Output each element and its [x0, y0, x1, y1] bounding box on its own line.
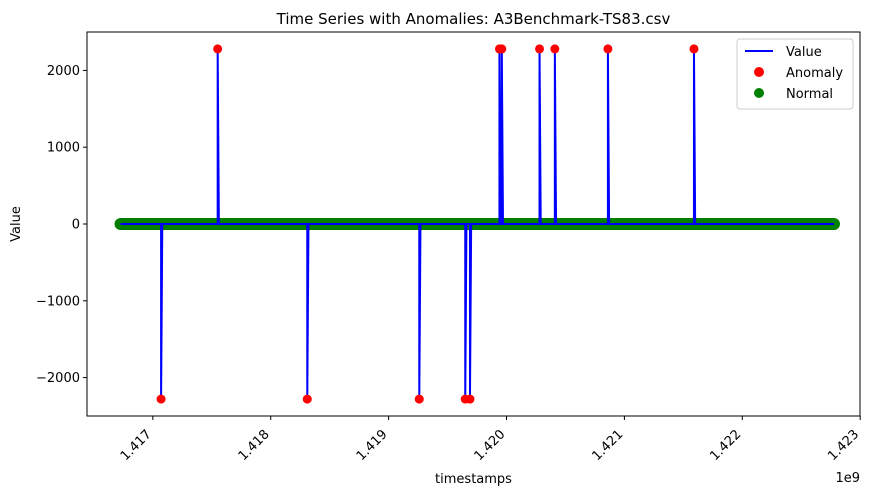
x-axis-label: timestamps [435, 472, 512, 487]
legend-label: Anomaly [786, 66, 843, 81]
x-tick-label: 1.420 [472, 427, 509, 464]
x-tick-label: 1.419 [354, 427, 391, 464]
anomaly-point [535, 44, 545, 54]
x-tick-label: 1.422 [707, 427, 744, 464]
y-tick-label: −2000 [36, 371, 80, 386]
legend-label: Normal [786, 87, 833, 102]
y-tick-label: 1000 [47, 141, 80, 156]
anomaly-point [156, 394, 166, 404]
y-axis-label: Value [9, 206, 24, 242]
y-tick-label: 0 [72, 218, 80, 233]
anomaly-point [550, 44, 560, 54]
anomaly-point [603, 44, 613, 54]
anomaly-point [497, 44, 507, 54]
chart-title: Time Series with Anomalies: A3Benchmark-… [276, 10, 671, 28]
x-tick-label: 1.418 [236, 427, 273, 464]
y-tick-label: −1000 [36, 294, 80, 309]
legend-dot-swatch [754, 67, 764, 77]
legend: Value Anomaly Normal [736, 38, 854, 110]
legend-frame [736, 38, 854, 110]
anomaly-point [302, 394, 312, 404]
x-tick-label: 1.421 [589, 427, 626, 464]
plot-area-frame [86, 31, 861, 417]
legend-label: Value [786, 45, 822, 60]
y-tick-label: 2000 [47, 64, 80, 79]
anomaly-point [689, 44, 699, 54]
x-tick-label: 1.417 [118, 427, 155, 464]
anomaly-point [213, 44, 223, 54]
anomaly-point [465, 394, 475, 404]
value-series-line [120, 48, 834, 400]
legend-dot-swatch [754, 88, 764, 98]
x-axis-offset-label: 1e9 [835, 471, 860, 486]
anomaly-point [414, 394, 424, 404]
x-tick-label: 1.423 [825, 427, 862, 464]
